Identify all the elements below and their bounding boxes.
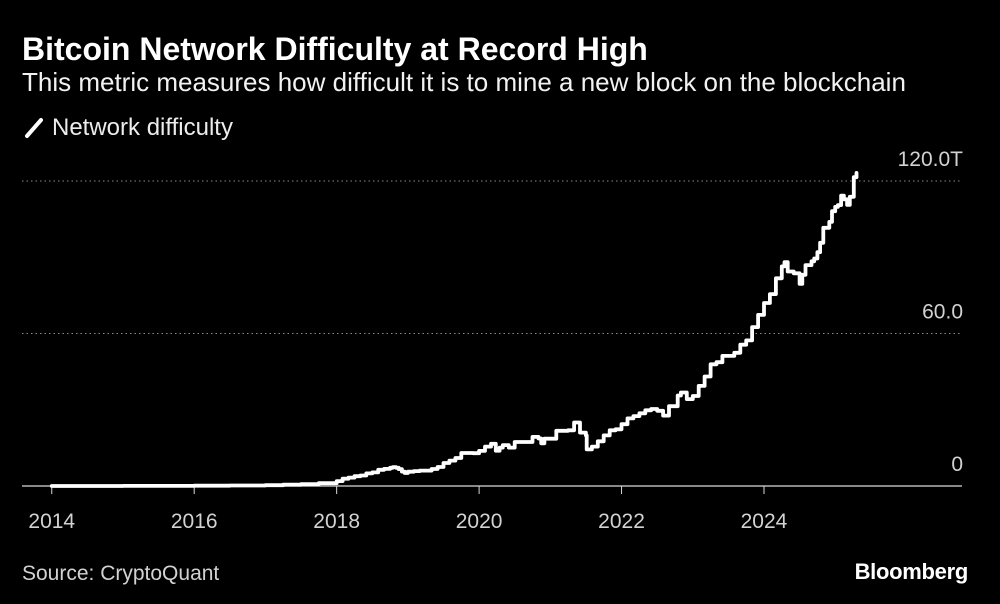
y-tick-label: 60.0 xyxy=(922,301,963,324)
chart-subtitle: This metric measures how difficult it is… xyxy=(22,67,906,97)
x-tick-label: 2024 xyxy=(741,510,788,533)
x-tick-label: 2014 xyxy=(28,510,75,533)
legend-label: Network difficulty xyxy=(52,114,233,141)
source-note: Source: CryptoQuant xyxy=(22,562,220,585)
y-tick-label: 0 xyxy=(951,453,963,476)
x-tick-label: 2018 xyxy=(313,510,360,533)
x-tick-label: 2020 xyxy=(456,510,503,533)
legend: Network difficulty xyxy=(24,116,233,140)
y-tick-label: 120.0T xyxy=(898,148,964,171)
x-tick-label: 2016 xyxy=(171,510,218,533)
chart-title: Bitcoin Network Difficulty at Record Hig… xyxy=(22,31,648,67)
diagonal-line-icon xyxy=(25,118,43,138)
series-line-network-difficulty xyxy=(49,171,859,488)
bloomberg-logo: Bloomberg xyxy=(854,559,969,584)
x-tick-label: 2022 xyxy=(598,510,645,533)
